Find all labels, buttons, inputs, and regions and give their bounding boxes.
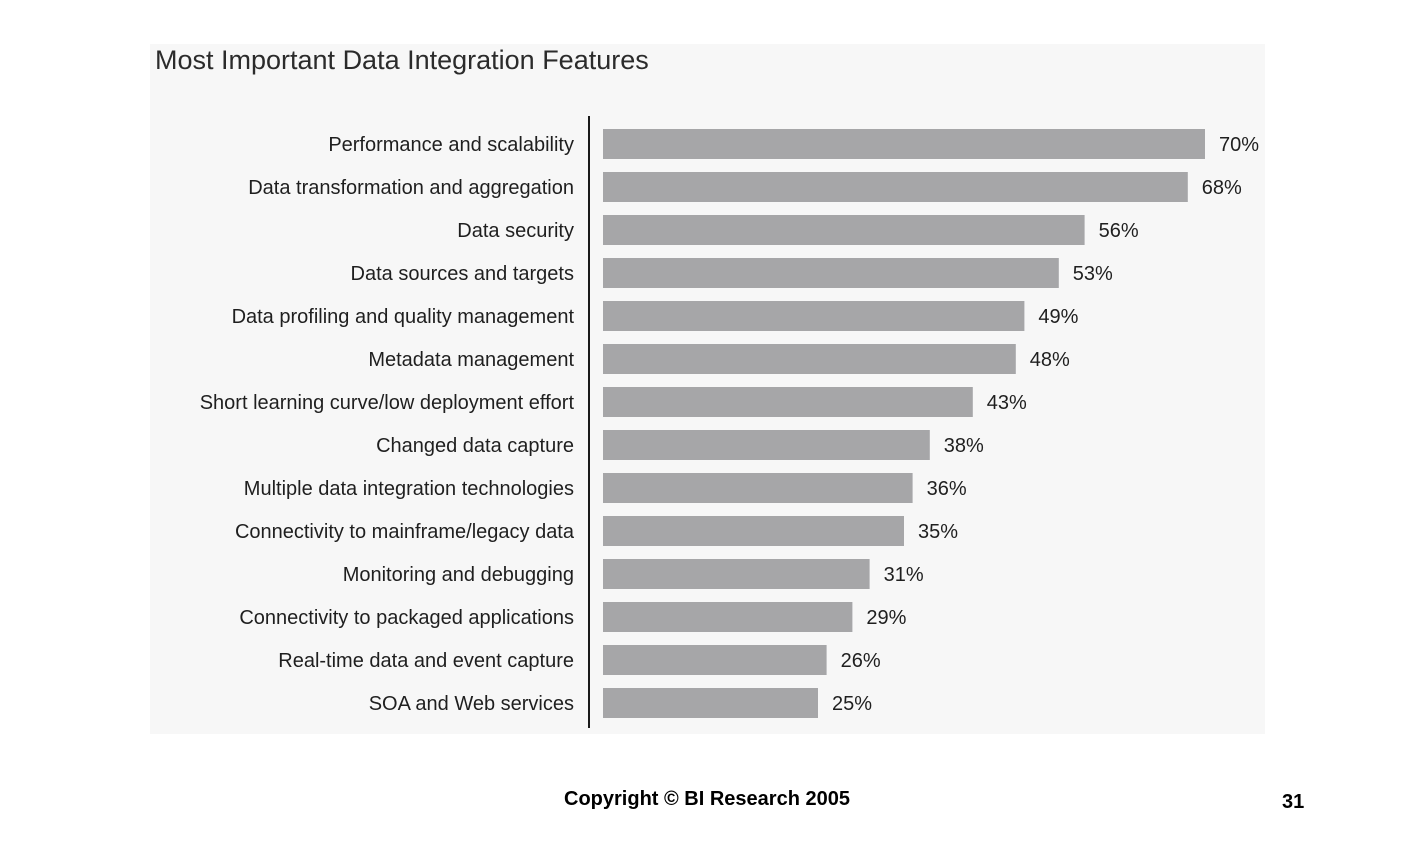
value-label: 25% xyxy=(832,693,872,715)
bar xyxy=(603,473,913,503)
category-label: Real-time data and event capture xyxy=(278,650,574,672)
value-label: 70% xyxy=(1219,134,1259,156)
value-label: 29% xyxy=(866,607,906,629)
category-label: Short learning curve/low deployment effo… xyxy=(200,392,575,414)
bars-group: Performance and scalability 70% Data trans… xyxy=(200,129,1259,718)
value-label: 38% xyxy=(944,435,984,457)
category-label: Data profiling and quality management xyxy=(232,306,575,328)
value-label: 49% xyxy=(1038,306,1078,328)
value-label: 35% xyxy=(918,521,958,543)
copyright-text: Copyright © BI Research 2005 xyxy=(564,788,850,810)
category-label: Data transformation and aggregation xyxy=(248,177,574,199)
value-label: 26% xyxy=(841,650,881,672)
value-label: 53% xyxy=(1073,263,1113,285)
bar xyxy=(603,258,1059,288)
category-label: Multiple data integration technologies xyxy=(244,478,574,500)
bar xyxy=(603,688,818,718)
bar xyxy=(603,645,827,675)
bar xyxy=(603,602,853,632)
category-label: Connectivity to mainframe/legacy data xyxy=(235,521,575,543)
bar xyxy=(603,301,1025,331)
category-label: Metadata management xyxy=(368,349,574,371)
value-label: 43% xyxy=(987,392,1027,414)
category-label: Changed data capture xyxy=(376,435,574,457)
category-label: Performance and scalability xyxy=(328,134,574,156)
bar xyxy=(603,172,1188,202)
value-label: 56% xyxy=(1099,220,1139,242)
category-label: Connectivity to packaged applications xyxy=(239,607,574,629)
category-label: Data sources and targets xyxy=(351,263,574,285)
bar xyxy=(603,430,930,460)
value-label: 31% xyxy=(884,564,924,586)
bar xyxy=(603,344,1016,374)
value-label: 68% xyxy=(1202,177,1242,199)
bar xyxy=(603,387,973,417)
bar xyxy=(603,516,904,546)
category-label: Monitoring and debugging xyxy=(343,564,574,586)
bar xyxy=(603,559,870,589)
chart-title: Most Important Data Integration Features xyxy=(155,45,649,75)
page-number: 31 xyxy=(1282,791,1305,813)
value-label: 48% xyxy=(1030,349,1070,371)
bar xyxy=(603,215,1085,245)
category-label: Data security xyxy=(457,220,574,242)
bar xyxy=(603,129,1205,159)
category-label: SOA and Web services xyxy=(369,693,574,715)
value-label: 36% xyxy=(927,478,967,500)
